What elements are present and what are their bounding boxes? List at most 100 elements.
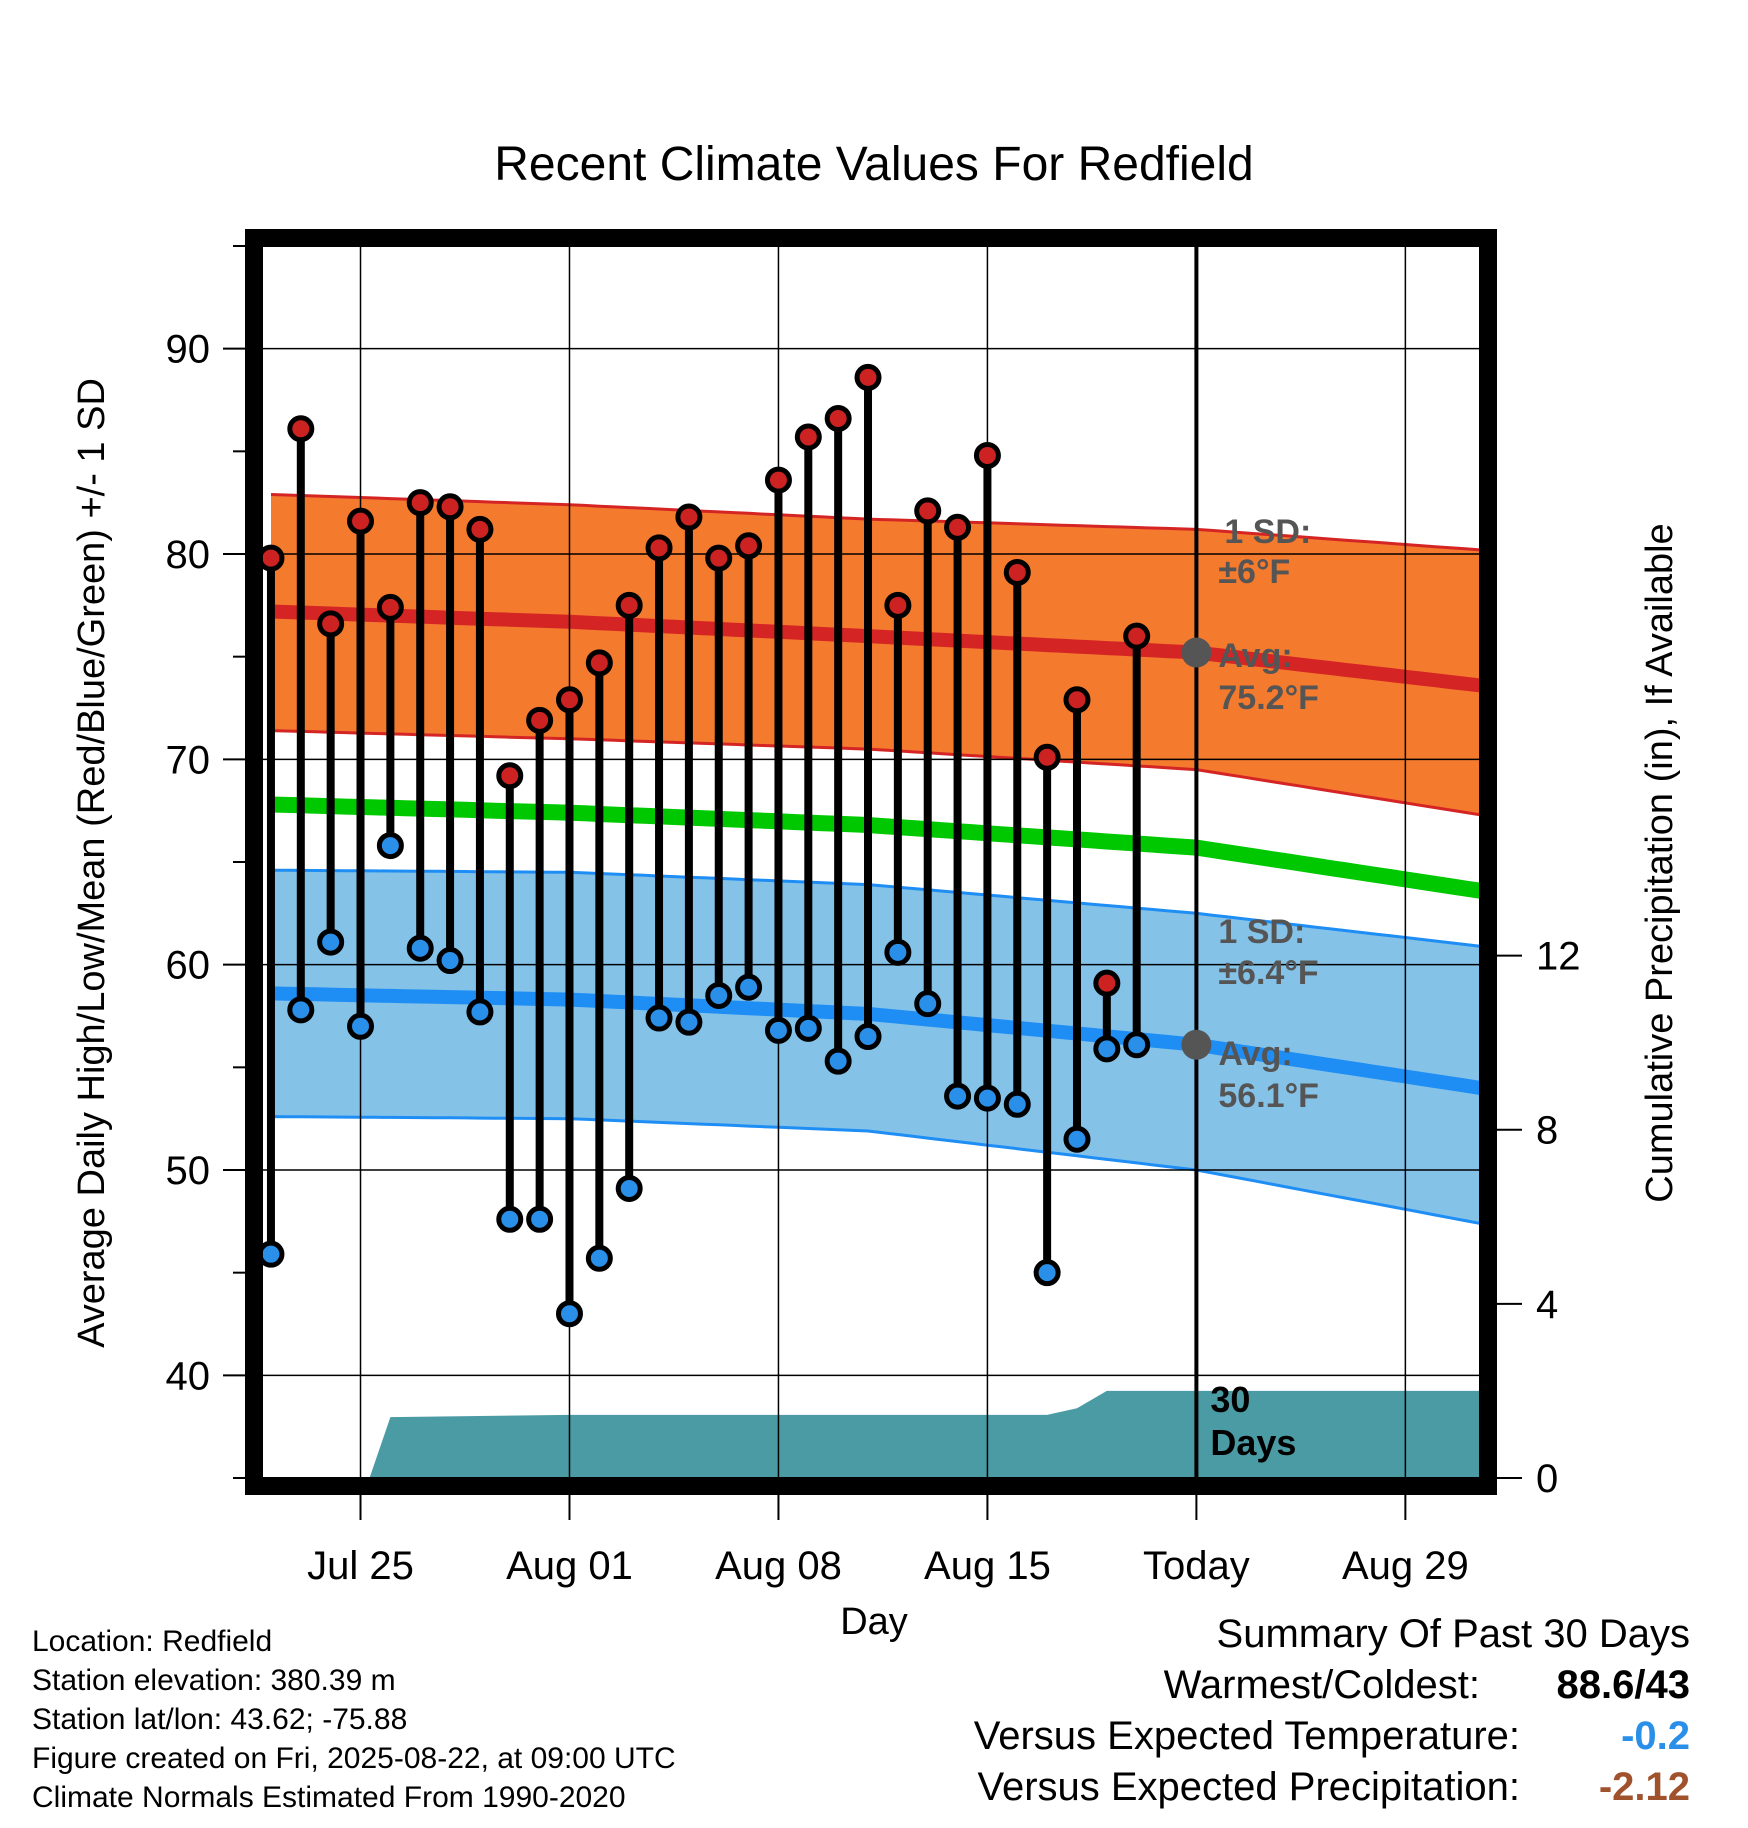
low-band-lower-edge <box>270 1115 1481 1225</box>
high-point <box>794 423 822 451</box>
normals-text: Climate Normals Estimated From 1990-2020 <box>32 1781 626 1814</box>
low-point <box>764 1016 792 1044</box>
x-tick-label: Aug 08 <box>715 1544 842 1588</box>
y-tick-label: 50 <box>166 1149 211 1193</box>
low-point <box>466 998 494 1026</box>
high-point <box>705 544 733 572</box>
warm-cold-label: Warmest/Coldest: <box>1163 1663 1480 1707</box>
y2-tick-label: 8 <box>1536 1109 1558 1153</box>
precip-diff-value: -2.12 <box>1598 1765 1690 1809</box>
low-point <box>615 1174 643 1202</box>
low-point <box>496 1205 524 1233</box>
temp-diff-label: Versus Expected Temperature: <box>973 1714 1520 1758</box>
y-tick-label: 40 <box>166 1354 211 1398</box>
high-point <box>1003 558 1031 586</box>
high-point <box>317 610 345 638</box>
low-point <box>794 1014 822 1042</box>
latlon-text: Station lat/lon: 43.62; -75.88 <box>32 1703 408 1736</box>
low-sd-label: 1 SD: <box>1218 913 1305 951</box>
high-point <box>675 503 703 531</box>
high-point <box>555 686 583 714</box>
summary-heading-row: Summary Of Past 30 Days <box>790 1612 1690 1663</box>
low-point <box>406 934 434 962</box>
x-tick-label: Aug 29 <box>1342 1544 1469 1588</box>
high-point <box>1123 622 1151 650</box>
high-point <box>376 593 404 621</box>
high-point <box>645 534 673 562</box>
x-tick-label: Today <box>1143 1544 1250 1588</box>
low-sd-value: ±6.4°F <box>1218 954 1318 992</box>
today-high-marker <box>1181 637 1212 668</box>
high-point <box>1033 743 1061 771</box>
precip-diff-row: Versus Expected Precipitation: -2.12 <box>790 1765 1690 1816</box>
low-point <box>1123 1031 1151 1059</box>
low-point <box>914 990 942 1018</box>
high-point <box>436 493 464 521</box>
y2-axis-label: Cumulative Precipitation (in), If Availa… <box>1639 523 1681 1202</box>
high-point <box>944 513 972 541</box>
high-avg-label: Avg: <box>1218 637 1292 675</box>
low-point <box>257 1240 285 1268</box>
high-point <box>466 515 494 543</box>
low-point <box>1033 1259 1061 1287</box>
high-sd-value: ±6°F <box>1218 553 1290 591</box>
high-avg-value: 75.2°F <box>1218 679 1319 717</box>
low-point <box>1093 1035 1121 1063</box>
high-point <box>1093 969 1121 997</box>
summary-panel: Summary Of Past 30 Days Warmest/Coldest:… <box>790 1612 1690 1816</box>
warm-cold-value: 88.6/43 <box>1556 1663 1690 1707</box>
high-point <box>824 404 852 432</box>
high-point <box>854 363 882 391</box>
precip-label-unit: Days <box>1210 1422 1296 1463</box>
created-text: Figure created on Fri, 2025-08-22, at 09… <box>32 1742 676 1775</box>
avg-low-line <box>270 986 1482 1095</box>
high-point <box>287 415 315 443</box>
precip-diff-label: Versus Expected Precipitation: <box>977 1765 1520 1809</box>
summary-heading: Summary Of Past 30 Days <box>1216 1612 1690 1656</box>
low-point <box>1003 1090 1031 1118</box>
y-tick-label: 90 <box>166 328 211 372</box>
low-point <box>735 973 763 1001</box>
high-point <box>973 441 1001 469</box>
high-band-upper-edge <box>270 493 1481 552</box>
x-tick-label: Aug 15 <box>924 1544 1051 1588</box>
high-point <box>496 762 524 790</box>
low-band-upper-edge <box>270 868 1481 948</box>
high-point <box>347 507 375 535</box>
low-point <box>436 947 464 975</box>
low-point <box>973 1084 1001 1112</box>
high-point <box>1063 686 1091 714</box>
high-point <box>257 544 285 572</box>
x-tick-label: Aug 01 <box>506 1544 633 1588</box>
y-tick-label: 80 <box>166 533 211 577</box>
low-point <box>287 996 315 1024</box>
chart-title: Recent Climate Values For Redfield <box>494 138 1253 191</box>
high-point <box>406 489 434 517</box>
low-point <box>645 1004 673 1032</box>
warm-cold-row: Warmest/Coldest: 88.6/43 <box>790 1663 1690 1714</box>
x-axis-label: Day <box>840 1601 908 1643</box>
low-point <box>705 981 733 1009</box>
low-point <box>347 1012 375 1040</box>
temp-diff-value: -0.2 <box>1621 1714 1690 1758</box>
avg-high-line <box>270 604 1481 693</box>
low-point <box>1063 1125 1091 1153</box>
high-point <box>884 591 912 619</box>
high-point <box>914 497 942 525</box>
precip-label-number: 30 <box>1210 1379 1250 1420</box>
high-sd-label: 1 SD: <box>1224 513 1311 551</box>
today-low-marker <box>1181 1029 1212 1060</box>
low-point <box>824 1047 852 1075</box>
y-tick-label: 60 <box>166 944 211 988</box>
y-tick-label: 70 <box>166 738 211 782</box>
low-avg-label: Avg: <box>1218 1035 1292 1073</box>
x-tick-label: Jul 25 <box>307 1544 414 1588</box>
axes: 40 50 60 70 80 90 0 4 8 12 Jul 25 Aug 01 Aug 08 Aug 1… <box>166 229 1581 1588</box>
low-point <box>555 1300 583 1328</box>
low-point <box>675 1008 703 1036</box>
y-axis-label: Average Daily High/Low/Mean (Red/Blue/Gr… <box>71 378 113 1348</box>
low-point <box>585 1244 613 1272</box>
low-point <box>317 928 345 956</box>
low-point <box>944 1082 972 1110</box>
